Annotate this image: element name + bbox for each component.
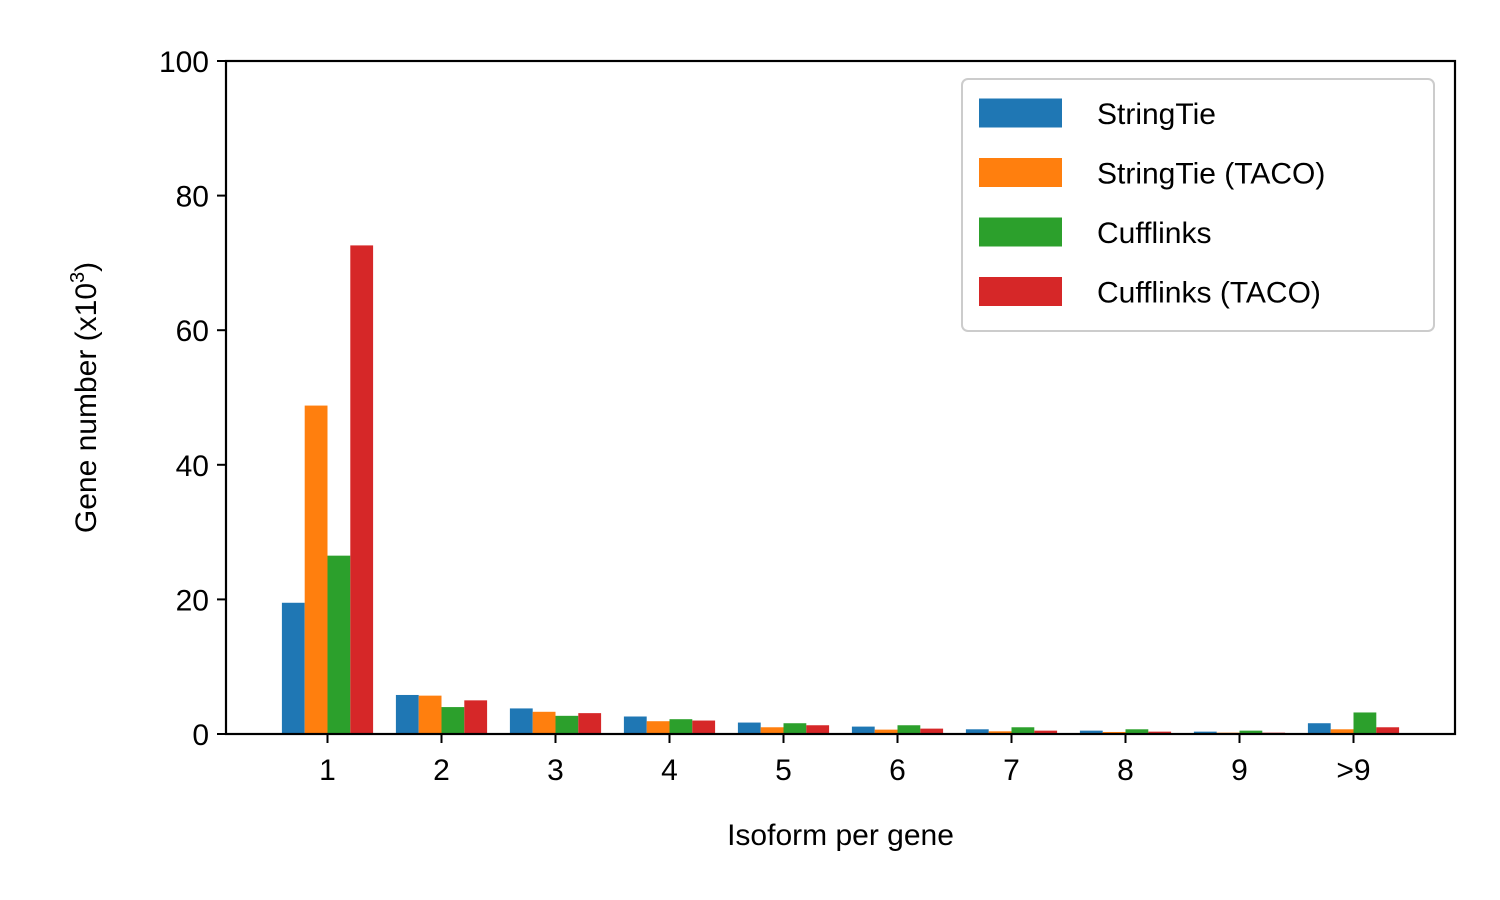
axes-frame: [224, 59, 1457, 736]
bar-stringtie-taco-5: [760, 727, 784, 734]
bar-cufflinks-taco-7: [1034, 730, 1058, 734]
y-axis-label-end: ): [70, 262, 103, 272]
x-tick-label: >9: [1336, 754, 1370, 787]
bar-cufflinks-8: [1125, 729, 1149, 734]
x-tick-label: 8: [1117, 754, 1134, 787]
x-tick-label: 7: [1003, 754, 1020, 787]
bar-cufflinks-taco-8: [1148, 731, 1172, 734]
legend-label: StringTie (TACO): [1097, 158, 1325, 191]
y-tick-label: 0: [192, 719, 209, 752]
bar-stringtie-4: [623, 716, 647, 734]
legend-frame: [961, 78, 1435, 332]
bar-stringtie-1: [281, 602, 305, 734]
bars-group: [281, 245, 1400, 735]
y-tick-label: 60: [176, 315, 209, 348]
y-axis-label: Gene number (x103): [67, 262, 103, 533]
x-tick-label: 2: [433, 754, 450, 787]
bar-cufflinks-1: [327, 555, 351, 734]
bar-cufflinks-3: [555, 715, 579, 734]
legend-swatch: [979, 98, 1062, 128]
x-tick-label: 4: [661, 754, 678, 787]
x-tick-label: 3: [547, 754, 564, 787]
bar-cufflinks-4: [669, 719, 693, 734]
bar-stringtie-10: [1307, 723, 1331, 734]
bar-stringtie-taco-2: [418, 695, 442, 734]
bar-stringtie-6: [851, 726, 875, 734]
bar-stringtie-taco-6: [874, 729, 898, 734]
bar-stringtie-2: [395, 694, 419, 734]
y-axis-label-main: Gene number (x10: [70, 283, 103, 533]
bar-stringtie-taco-7: [988, 731, 1012, 734]
bar-cufflinks-10: [1353, 712, 1377, 734]
bar-cufflinks-5: [783, 723, 807, 734]
bar-stringtie-5: [737, 722, 761, 734]
bar-stringtie-7: [965, 729, 989, 734]
y-tick-label: 40: [176, 450, 209, 483]
legend-label: Cufflinks (TACO): [1097, 277, 1321, 310]
bar-stringtie-3: [509, 708, 533, 734]
bar-stringtie-taco-4: [646, 721, 670, 734]
bar-stringtie-8: [1079, 730, 1103, 734]
bar-cufflinks-2: [441, 707, 465, 734]
bar-stringtie-9: [1193, 731, 1217, 734]
bar-cufflinks-taco-4: [692, 720, 716, 734]
y-axis-label-superscript: 3: [67, 272, 89, 283]
bar-cufflinks-taco-2: [464, 700, 488, 734]
x-tick-label: 6: [889, 754, 906, 787]
legend-swatch: [979, 158, 1062, 187]
legend-label: Cufflinks: [1097, 217, 1212, 250]
y-tick-label: 100: [159, 46, 209, 79]
bar-cufflinks-taco-1: [350, 245, 374, 735]
y-tick-label: 80: [176, 181, 209, 214]
bar-cufflinks-taco-5: [806, 725, 830, 734]
bar-cufflinks-9: [1239, 730, 1263, 734]
x-tick-label: 9: [1231, 754, 1248, 787]
bar-stringtie-taco-1: [304, 405, 328, 734]
x-tick-label: 5: [775, 754, 792, 787]
bar-cufflinks-6: [897, 725, 921, 734]
bar-cufflinks-7: [1011, 727, 1035, 734]
bar-stringtie-taco-3: [532, 711, 556, 734]
x-tick-label: 1: [319, 754, 336, 787]
y-ticks: 0 20 40 60 80 100: [159, 46, 226, 752]
x-axis-label: Isoform per gene: [727, 819, 954, 852]
legend-label: StringTie: [1097, 98, 1216, 131]
x-ticks: 1 2 3 4 5 6 7 8 9 >9: [319, 734, 1371, 787]
legend: StringTie StringTie (TACO) Cufflinks Cuffli…: [961, 78, 1435, 332]
legend-swatch: [979, 217, 1062, 247]
legend-swatch: [979, 277, 1062, 306]
bar-cufflinks-taco-3: [578, 713, 602, 734]
bar-cufflinks-taco-10: [1376, 727, 1400, 734]
bar-stringtie-taco-10: [1330, 729, 1354, 734]
y-tick-label: 20: [176, 584, 209, 617]
bar-cufflinks-taco-6: [920, 728, 944, 734]
